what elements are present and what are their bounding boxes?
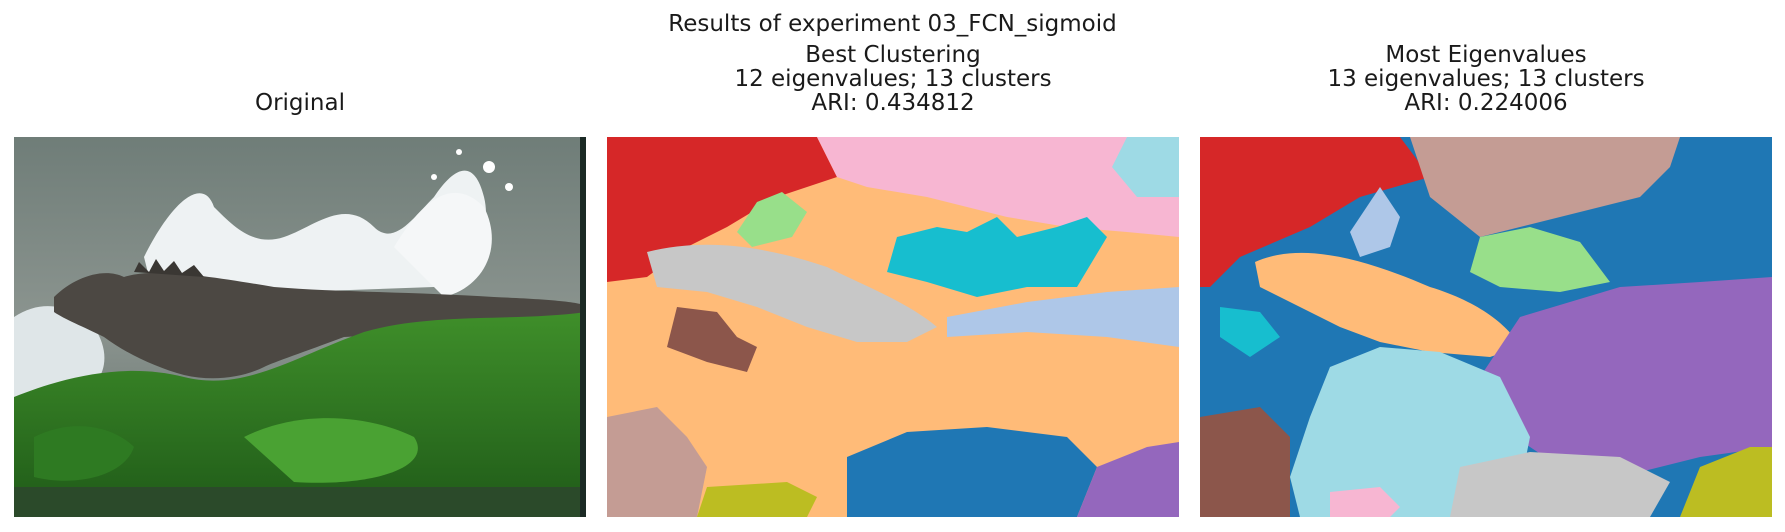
panel-most-title-line1: Most Eigenvalues xyxy=(1385,42,1587,68)
panel-best-title-line1: Best Clustering xyxy=(805,42,981,68)
most-eigenvalues-map xyxy=(1200,137,1772,517)
panel-best-title-line2: 12 eigenvalues; 13 clusters xyxy=(734,66,1052,92)
figure-title: Results of experiment 03_FCN_sigmoid xyxy=(668,11,1117,37)
original-photo xyxy=(14,137,586,517)
best-clustering-segments xyxy=(607,137,1179,517)
best-clustering-map xyxy=(607,137,1179,517)
original-image xyxy=(14,137,586,517)
most-eigenvalues-segments xyxy=(1200,137,1772,517)
panel-best-title-line3: ARI: 0.434812 xyxy=(811,90,975,116)
panel-most-title-line2: 13 eigenvalues; 13 clusters xyxy=(1327,66,1645,92)
panel-most-title-line3: ARI: 0.224006 xyxy=(1404,90,1568,116)
panel-original-title: Original xyxy=(254,90,345,116)
